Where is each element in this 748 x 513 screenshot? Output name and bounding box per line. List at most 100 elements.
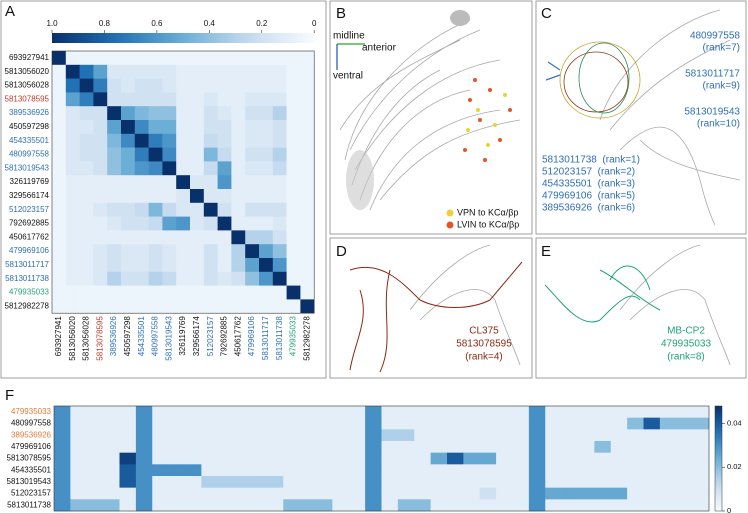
neuron-label: 512023157 (rank=2) xyxy=(542,167,635,178)
heatmap-cell xyxy=(414,487,431,500)
heatmap-cell xyxy=(190,271,205,286)
heatmap-cell xyxy=(299,464,317,477)
heatmap-cell xyxy=(217,202,232,217)
heatmap-cell xyxy=(103,476,120,488)
heatmap-cell xyxy=(79,78,94,93)
heatmap-cell xyxy=(93,175,108,190)
heatmap-cell xyxy=(93,133,108,148)
heatmap-cell xyxy=(286,299,301,314)
heatmap-cell xyxy=(259,106,274,121)
heatmap-cell xyxy=(528,487,546,500)
axis-label: anterior xyxy=(362,43,397,54)
heatmap-cell xyxy=(299,452,317,465)
heatmap-cell xyxy=(545,487,562,500)
heatmap-cell xyxy=(107,230,122,245)
column-label: 5813056028 xyxy=(82,316,91,361)
row-label: 512023157 xyxy=(11,489,52,498)
heatmap-cell xyxy=(250,441,268,453)
heatmap-cell xyxy=(332,499,350,512)
heatmap-cell xyxy=(365,464,382,477)
row-label: 479935033 xyxy=(11,407,52,416)
heatmap-cell xyxy=(107,202,122,217)
heatmap-cell xyxy=(561,441,579,453)
heatmap-cell xyxy=(397,417,415,430)
heatmap-cell xyxy=(52,216,67,231)
heatmap-cell xyxy=(430,499,448,512)
heatmap-cell xyxy=(162,202,177,217)
heatmap-cell xyxy=(245,106,260,121)
heatmap-cell xyxy=(348,429,366,442)
heatmap-cell xyxy=(447,417,464,430)
heatmap-cell xyxy=(119,417,137,430)
heatmap-cell xyxy=(381,464,399,477)
heatmap-cell xyxy=(93,258,108,273)
neuron-label: 5813078595 xyxy=(456,339,512,350)
column-label: 5813011717 xyxy=(261,316,270,360)
heatmap-cell xyxy=(496,464,513,477)
heatmap-cell xyxy=(545,441,562,453)
heatmap-cell xyxy=(259,271,274,286)
heatmap-cell xyxy=(414,452,431,465)
column-label: 480997558 xyxy=(151,316,160,357)
heatmap-cell xyxy=(266,499,284,512)
heatmap-cell xyxy=(332,441,350,453)
heatmap-cell xyxy=(121,216,136,231)
heatmap-cell xyxy=(692,476,710,488)
heatmap-cell xyxy=(234,406,251,418)
heatmap-cell xyxy=(52,106,67,121)
heatmap-cell xyxy=(594,499,612,512)
neuron-render xyxy=(349,244,523,373)
panel-d-frame xyxy=(329,237,533,379)
heatmap-cell xyxy=(190,51,205,66)
heatmap-cell xyxy=(148,92,163,107)
heatmap-cell xyxy=(286,161,301,176)
heatmap-cell xyxy=(162,78,177,93)
heatmap-cell xyxy=(134,120,149,135)
heatmap-cell xyxy=(217,271,232,286)
panel-letter: B xyxy=(336,5,346,22)
heatmap-cell xyxy=(512,417,530,430)
heatmap-cell xyxy=(86,429,104,442)
column-label: 326119769 xyxy=(178,316,187,356)
heatmap-cell xyxy=(447,476,464,488)
heatmap-cell xyxy=(185,429,202,442)
heatmap-cell xyxy=(231,78,246,93)
heatmap-cell xyxy=(54,406,71,418)
heatmap-cell xyxy=(245,161,260,176)
heatmap-cell xyxy=(300,202,315,217)
heatmap-cell xyxy=(203,244,218,259)
heatmap-cell xyxy=(381,452,399,465)
heatmap-cell xyxy=(134,216,149,231)
neuron-label: (rank=8) xyxy=(667,352,705,363)
heatmap-cell xyxy=(107,147,122,162)
neuron-label: 454335501 (rank=3) xyxy=(542,179,635,190)
heatmap-cell xyxy=(365,429,382,442)
heatmap-cell xyxy=(119,429,137,442)
neuron-render xyxy=(545,9,741,226)
heatmap-cell xyxy=(54,499,71,512)
heatmap-cell xyxy=(283,487,300,500)
heatmap-cell xyxy=(168,417,186,430)
heatmap-cell xyxy=(430,476,448,488)
heatmap-cell xyxy=(148,106,163,121)
legend-marker xyxy=(446,221,454,229)
row-label: 5813011738 xyxy=(5,274,49,283)
heatmap-cell xyxy=(152,476,169,488)
heatmap-cell xyxy=(266,452,284,465)
heatmap-cell xyxy=(286,51,301,66)
heatmap-cell xyxy=(203,202,218,217)
heatmap-cell xyxy=(217,244,232,259)
heatmap-cell xyxy=(496,476,513,488)
colorbar-tick-label: 0.04 xyxy=(727,418,742,427)
heatmap-cell xyxy=(286,189,301,204)
heatmap-cell xyxy=(121,189,136,204)
heatmap-cell xyxy=(430,406,448,418)
heatmap-cell xyxy=(231,147,246,162)
heatmap-cell xyxy=(316,429,333,442)
row-label: 454335501 xyxy=(11,465,52,474)
heatmap-cell xyxy=(414,406,431,418)
heatmap-cell xyxy=(162,258,177,273)
column-label: 792692885 xyxy=(220,316,229,357)
heatmap-cell xyxy=(103,406,120,418)
heatmap-cell xyxy=(430,452,448,465)
